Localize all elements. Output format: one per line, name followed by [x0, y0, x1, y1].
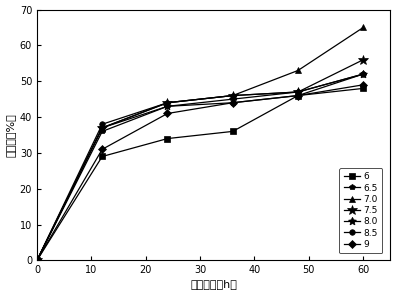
8.5 — [100, 122, 105, 126]
8.0 — [165, 104, 170, 108]
6.5 — [165, 104, 170, 108]
6.5 — [361, 72, 366, 76]
8.5 — [165, 101, 170, 104]
8.0 — [230, 97, 235, 101]
9 — [361, 83, 366, 87]
9 — [296, 94, 301, 97]
7.5 — [361, 58, 366, 61]
6.5 — [296, 94, 301, 97]
8.5 — [34, 259, 39, 262]
7.5 — [165, 101, 170, 104]
7.5 — [230, 94, 235, 97]
Line: 6: 6 — [34, 86, 366, 263]
Legend: 6, 6.5, 7.0, 7.5, 8.0, 8.5, 9: 6, 6.5, 7.0, 7.5, 8.0, 8.5, 9 — [339, 168, 383, 253]
Y-axis label: 降解率（%）: 降解率（%） — [6, 113, 15, 157]
7.0 — [361, 26, 366, 29]
7.0 — [100, 126, 105, 130]
7.5 — [296, 90, 301, 94]
8.0 — [34, 259, 39, 262]
6.5 — [230, 101, 235, 104]
Line: 7.0: 7.0 — [34, 24, 366, 263]
8.0 — [100, 126, 105, 130]
Line: 8.0: 8.0 — [33, 70, 367, 265]
7.0 — [230, 94, 235, 97]
6 — [34, 259, 39, 262]
7.5 — [34, 259, 39, 262]
8.5 — [361, 72, 366, 76]
7.5 — [100, 126, 105, 130]
9 — [230, 101, 235, 104]
6.5 — [34, 259, 39, 262]
6 — [230, 130, 235, 133]
8.5 — [230, 94, 235, 97]
X-axis label: 培养时间（h）: 培养时间（h） — [190, 279, 237, 289]
6 — [296, 94, 301, 97]
9 — [100, 148, 105, 151]
8.0 — [296, 90, 301, 94]
7.0 — [165, 101, 170, 104]
6 — [100, 155, 105, 158]
6 — [165, 137, 170, 140]
6.5 — [100, 130, 105, 133]
9 — [165, 112, 170, 115]
6 — [361, 87, 366, 90]
Line: 6.5: 6.5 — [34, 71, 366, 263]
Line: 9: 9 — [34, 82, 366, 263]
7.0 — [34, 259, 39, 262]
Line: 8.5: 8.5 — [34, 71, 366, 263]
Line: 7.5: 7.5 — [32, 55, 368, 265]
7.0 — [296, 69, 301, 72]
8.5 — [296, 90, 301, 94]
8.0 — [361, 72, 366, 76]
9 — [34, 259, 39, 262]
